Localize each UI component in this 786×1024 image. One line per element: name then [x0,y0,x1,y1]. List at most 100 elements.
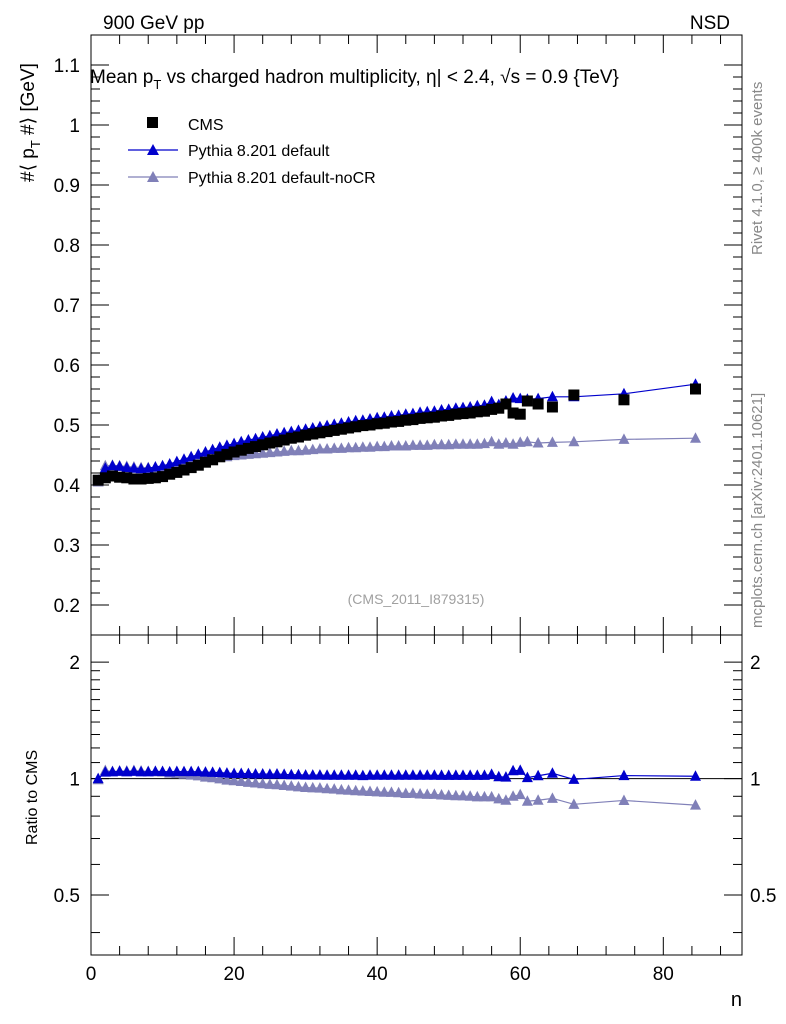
ratio-point-default [250,767,262,779]
ratio-point-nocr [221,774,233,785]
ratio-point-default [400,769,412,780]
ratio-point-default [178,765,190,777]
ratio-y-tick-label-right: 1 [750,770,761,791]
ratio-point-default [507,764,519,776]
point-nocr [314,443,326,454]
main-y-tick-label: 0.2 [54,596,80,617]
ratio-point-default [328,769,340,780]
ratio-point-default [114,765,126,776]
ratio-point-nocr [350,784,362,796]
ratio-point-default [407,769,419,780]
ratio-point-nocr [278,779,290,790]
main-y-tick-label: 0.3 [54,536,80,557]
main-axis-ticks [90,35,742,635]
ylabel-a: #⟨ p [18,148,39,182]
ylabel-b: #⟩ [GeV] [18,63,39,140]
legend: CMS Pythia 8.201 default Pythia 8.201 de… [128,117,376,187]
title-mid: vs charged hadron multiplicity, [161,67,426,88]
point-nocr [393,440,405,451]
point-cms [521,395,533,407]
point-cms [242,442,254,454]
point-cms [257,439,269,451]
ratio-point-nocr [521,795,533,806]
ratio-point-nocr [357,785,369,796]
ratio-point-default [257,767,269,779]
ratio-point-nocr [532,794,544,805]
ratio-point-default [471,769,483,780]
ratio-point-default [414,769,426,780]
ratio-point-nocr [478,790,490,802]
point-nocr [414,439,426,450]
point-cms [164,468,176,480]
point-cms [264,437,276,449]
ratio-point-nocr [235,775,247,786]
main-y-tick-label: 0.9 [54,176,80,197]
ratio-point-default [242,767,254,779]
ratio-point-default [343,769,355,780]
ratio-y-tick-label: 0.5 [54,886,80,907]
point-cms [464,407,476,419]
point-nocr [385,440,397,451]
point-cms [568,389,580,401]
point-cms [157,471,169,483]
point-cms [207,454,219,466]
ratio-point-nocr [335,783,347,795]
point-cms [478,405,490,417]
title-eta: η [426,67,437,88]
ratio-point-default [421,769,433,780]
ratio-y-axis-label: Ratio to CMS [24,750,41,845]
point-cms [178,464,190,476]
ratio-point-default [450,769,462,780]
title-rest: | < 2.4, √s = 0.9 {TeV} [437,67,619,88]
legend-label-cms: CMS [188,117,224,134]
point-default [114,460,126,471]
mcplots-label: mcplots.cern.ch [arXiv:2401.10621] [749,393,766,628]
point-cms [385,416,397,428]
point-cms [314,427,326,439]
point-cms [357,420,369,432]
main-series-group [92,378,701,487]
ratio-point-nocr [314,782,326,793]
point-cms [443,409,455,421]
ratio-point-default [300,769,312,780]
point-cms [128,473,140,485]
point-cms [114,471,126,483]
ratio-point-nocr [421,788,433,799]
ratio-point-nocr [568,798,580,809]
point-cms [407,414,419,426]
legend-marker-default [147,144,159,155]
ratio-point-default [443,769,455,780]
ratio-y-tick-label: 2 [69,653,80,674]
legend-label-nocr: Pythia 8.201 default-noCR [188,170,376,187]
ratio-point-nocr [250,777,262,788]
ratio-point-default [285,768,297,780]
ratio-point-nocr [343,784,355,795]
ratio-y-tick-label-right: 0.5 [750,886,776,907]
point-cms [199,456,211,468]
point-cms [514,408,526,420]
ratio-point-default [428,769,440,780]
ratio-point-nocr [228,774,240,786]
ratio-point-default [199,766,211,777]
point-cms [185,462,197,474]
ratio-point-default [335,769,347,780]
ratio-point-default [142,765,154,777]
point-nocr [457,438,469,449]
x-tick-label: 80 [653,964,674,985]
point-nocr [328,442,340,453]
point-cms [292,431,304,443]
point-nocr [285,444,297,456]
title-sub: T [153,77,161,92]
point-nocr [407,439,419,450]
ratio-point-nocr [328,783,340,794]
point-nocr [371,440,383,452]
ratio-point-nocr [292,780,304,792]
ratio-point-default [314,769,326,780]
ratio-y-tick-label-right: 2 [750,653,761,674]
ratio-point-nocr [514,788,526,800]
ratio-point-default [192,765,204,777]
ratio-point-default [385,769,397,780]
ratio-point-default [278,768,290,779]
title-prefix: Mean p [90,67,153,88]
ratio-point-nocr [214,772,226,784]
